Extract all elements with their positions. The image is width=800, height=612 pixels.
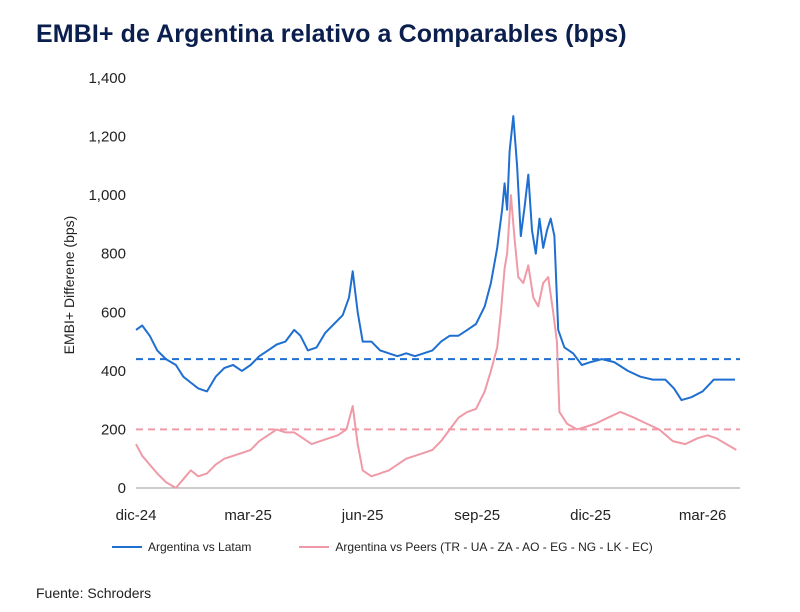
y-tick-label: 600 [101, 304, 126, 321]
chart-title: EMBI+ de Argentina relativo a Comparable… [36, 20, 627, 48]
y-axis-ticks: 0 200 400 600 800 1,000 1,200 1,400 [88, 70, 126, 497]
legend-label-latam: Argentina vs Latam [148, 540, 252, 554]
x-tick-label: dic-24 [116, 507, 157, 524]
x-tick-label: jun-25 [341, 507, 384, 524]
y-axis-label-group: EMBI+ Differene (bps) [61, 216, 77, 355]
reference-lines [136, 358, 740, 431]
x-tick-label: mar-25 [224, 507, 272, 524]
legend-label-peers: Argentina vs Peers (TR - UA - ZA - AO - … [335, 540, 653, 554]
x-tick-label: mar-26 [679, 507, 727, 524]
legend-item-latam: Argentina vs Latam [112, 540, 251, 554]
series-line-latam [135, 115, 735, 402]
series-line-peers [135, 194, 737, 489]
y-tick-label: 800 [101, 246, 126, 263]
source-note: Fuente: Schroders [36, 585, 152, 601]
legend: Argentina vs Latam Argentina vs Peers (T… [112, 540, 701, 554]
y-tick-label: 400 [101, 363, 126, 380]
legend-swatch-peers [299, 546, 330, 548]
x-tick-label: dic-25 [570, 507, 611, 524]
y-tick-label: 1,000 [88, 187, 126, 204]
y-tick-label: 1,400 [88, 70, 126, 87]
series-lines [135, 115, 737, 489]
y-tick-label: 200 [101, 421, 126, 438]
legend-item-peers: Argentina vs Peers (TR - UA - ZA - AO - … [299, 540, 653, 554]
y-tick-label: 1,200 [88, 129, 126, 146]
y-tick-label: 0 [118, 480, 126, 497]
y-axis-label: EMBI+ Differene (bps) [61, 216, 77, 355]
x-tick-label: sep-25 [454, 507, 500, 524]
x-axis-ticks: dic-24 mar-25 jun-25 sep-25 dic-25 mar-26 [116, 507, 727, 524]
legend-swatch-latam [112, 546, 142, 548]
